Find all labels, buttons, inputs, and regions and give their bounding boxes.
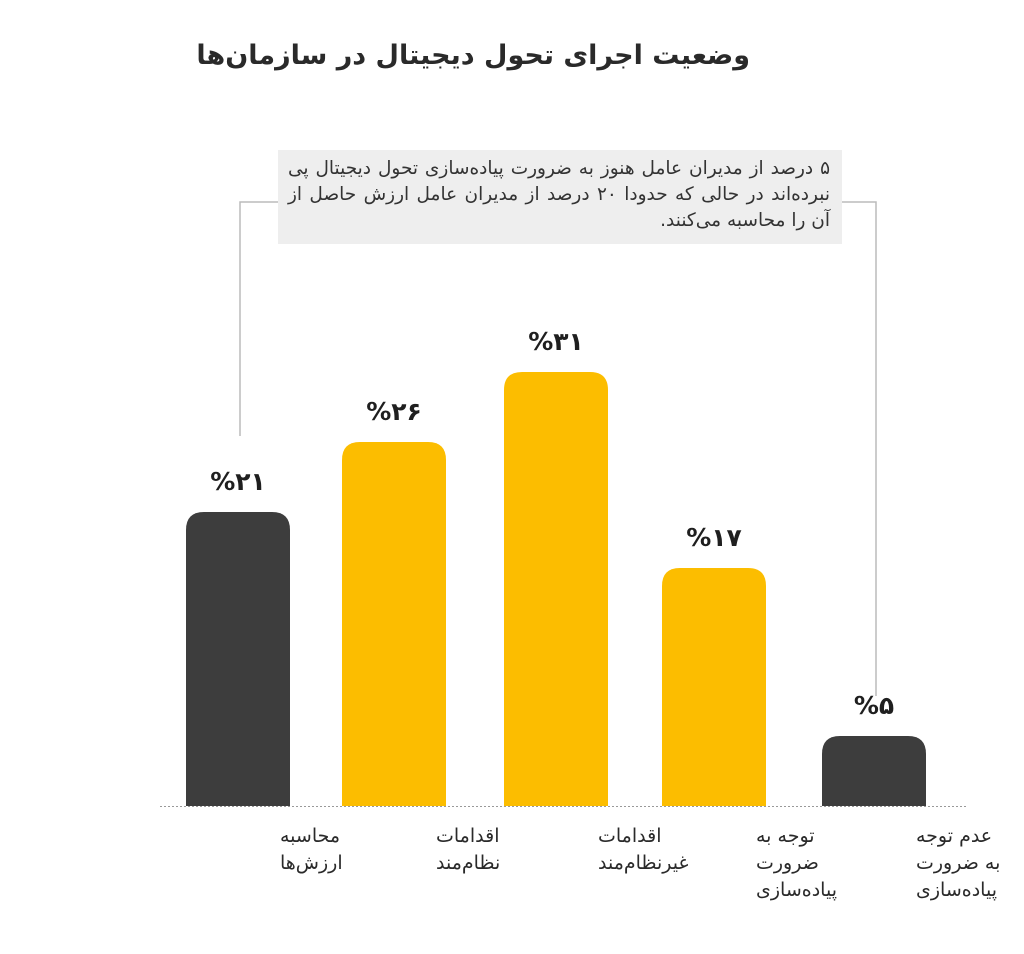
category-label-2-line-2: نظام‌مند bbox=[436, 852, 500, 874]
category-label-5-line-3: پیاده‌سازی bbox=[916, 879, 997, 901]
value-label-1: %۲۱ bbox=[210, 467, 266, 496]
value-label-4: %۱۷ bbox=[686, 523, 742, 552]
value-label-3: %۳۱ bbox=[528, 327, 584, 356]
value-labels-group: %۲۱ %۲۶ %۳۱ %۱۷ %۵ bbox=[210, 327, 894, 720]
bars-group bbox=[186, 372, 926, 806]
connector-line-left bbox=[239, 201, 278, 436]
chart-title: وضعیت اجرای تحول دیجیتال در سازمان‌ها bbox=[196, 40, 750, 71]
category-label-1-line-2: ارزش‌ها bbox=[280, 852, 343, 874]
category-label-3-line-2: غیرنظام‌مند bbox=[598, 852, 689, 874]
bar-2 bbox=[342, 442, 446, 806]
annotation-box: ۵ درصد از مدیران عامل هنوز به ضرورت پیاد… bbox=[278, 150, 842, 244]
connector-line-right bbox=[842, 201, 877, 696]
category-label-4-line-1: توجه به bbox=[756, 825, 815, 847]
value-label-5: %۵ bbox=[854, 691, 894, 720]
category-label-4-line-2: ضرورت bbox=[756, 852, 819, 874]
category-label-3-line-1: اقدامات bbox=[598, 825, 661, 847]
bar-4 bbox=[662, 568, 766, 806]
category-label-5-line-2: به ضرورت bbox=[916, 852, 1000, 874]
bar-5 bbox=[822, 736, 926, 806]
value-label-2: %۲۶ bbox=[366, 397, 422, 426]
category-label-4-line-3: پیاده‌سازی bbox=[756, 879, 837, 901]
bar-1 bbox=[186, 512, 290, 806]
category-label-1-line-1: محاسبه bbox=[280, 825, 340, 847]
annotation-connectors bbox=[239, 201, 877, 696]
category-labels-group: محاسبه ارزش‌ها اقدامات نظام‌مند اقدامات غیرنظ… bbox=[280, 825, 1000, 901]
category-label-2-line-1: اقدامات bbox=[436, 825, 499, 847]
bar-3 bbox=[504, 372, 608, 806]
category-label-5-line-1: عدم توجه bbox=[916, 825, 992, 847]
